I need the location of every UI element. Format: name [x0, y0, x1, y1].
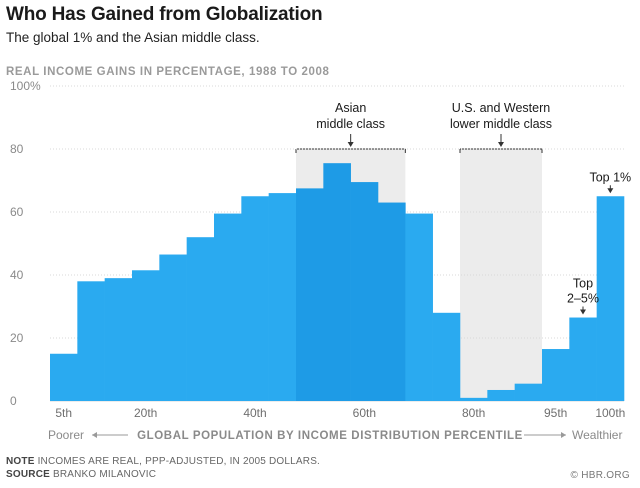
y-tick-label: 0	[10, 394, 17, 408]
note-label: NOTE	[6, 456, 35, 467]
bar	[569, 317, 597, 401]
x-tick-label: 20th	[134, 406, 157, 420]
y-axis-ticks: 0 20 40 60 80 100%	[10, 79, 41, 408]
footnote-source: SOURCE BRANKO MILANOVIC	[6, 469, 156, 480]
x-tick-label: 60th	[353, 406, 376, 420]
bar	[77, 281, 105, 401]
annotations: Asian middle class U.S. and Western lower m…	[316, 101, 631, 315]
y-tick-label: 100%	[10, 79, 41, 93]
x-axis-title-row: Poorer GLOBAL POPULATION BY INCOME DISTR…	[48, 428, 622, 442]
bar-annotation: 2–5%	[567, 292, 599, 306]
bars	[50, 163, 625, 401]
y-tick-label: 60	[10, 205, 24, 219]
bar	[241, 196, 269, 401]
bar	[460, 397, 488, 401]
x-tick-label: 5th	[55, 406, 72, 420]
source-text: BRANKO MILANOVIC	[52, 469, 157, 480]
bar	[350, 182, 379, 401]
bar	[50, 353, 78, 401]
annotation-arrow-head	[580, 309, 586, 315]
annotation-arrow-head	[607, 188, 614, 194]
bar	[296, 188, 324, 401]
chart-heading: REAL INCOME GAINS IN PERCENTAGE, 1988 TO…	[6, 66, 330, 78]
highlight-label: lower middle class	[450, 117, 552, 131]
bar	[186, 237, 215, 401]
bar	[378, 202, 406, 401]
x-tick-label: 100th	[595, 406, 625, 420]
x-axis-title: GLOBAL POPULATION BY INCOME DISTRIBUTION…	[137, 430, 523, 442]
bar-annotation: Top 1%	[589, 170, 631, 184]
credit: © HBR.ORG	[570, 470, 630, 481]
highlight-label: middle class	[316, 117, 385, 131]
bar	[514, 383, 543, 401]
bar	[542, 349, 570, 401]
label-arrow-head	[347, 142, 354, 147]
bar	[104, 278, 133, 401]
axis-label-wealthier: Wealthier	[572, 428, 622, 442]
source-label: SOURCE	[6, 469, 50, 480]
note-text: INCOMES ARE REAL, PPP-ADJUSTED, IN 2005 …	[37, 456, 321, 467]
arrow-left-head	[92, 432, 97, 438]
y-tick-label: 20	[10, 331, 24, 345]
label-arrow-head	[498, 142, 504, 147]
x-tick-label: 80th	[462, 406, 485, 420]
axis-label-poorer: Poorer	[48, 428, 84, 442]
highlight-label: Asian	[335, 101, 366, 115]
chart-subtitle: The global 1% and the Asian middle class…	[6, 30, 260, 45]
highlight-label: U.S. and Western	[452, 101, 550, 115]
bar	[432, 312, 461, 401]
bar	[405, 213, 433, 401]
x-tick-label: 40th	[243, 406, 266, 420]
y-tick-label: 40	[10, 268, 24, 282]
bar	[596, 196, 625, 401]
footnote-note: NOTE INCOMES ARE REAL, PPP-ADJUSTED, IN …	[6, 456, 320, 467]
bar	[487, 389, 515, 401]
x-axis-ticks: 5th 20th 40th 60th 80th 95th 100th	[55, 406, 625, 420]
chart-title: Who Has Gained from Globalization	[6, 4, 323, 25]
arrow-right-head	[561, 432, 566, 438]
bar	[214, 213, 242, 401]
bar-annotation: Top	[573, 277, 593, 291]
bar	[268, 193, 297, 401]
bar	[159, 254, 187, 401]
bar	[132, 270, 160, 401]
bar	[323, 163, 351, 401]
y-tick-label: 80	[10, 142, 24, 156]
x-tick-label: 95th	[544, 406, 567, 420]
